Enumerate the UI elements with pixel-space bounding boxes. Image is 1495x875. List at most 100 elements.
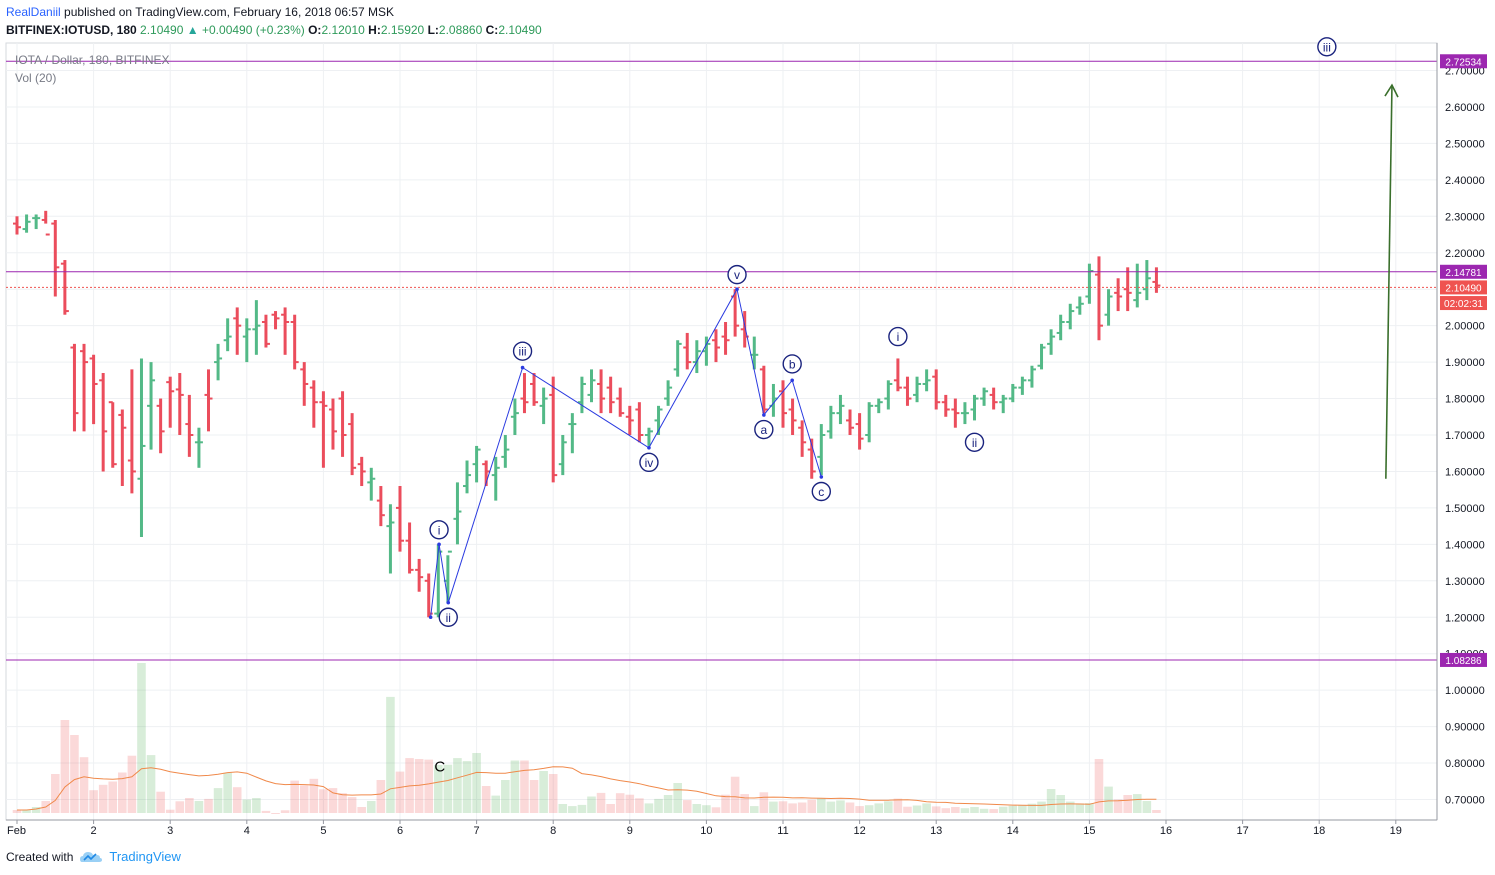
ohlc-bar	[836, 394, 845, 425]
ohlc-bar	[1008, 383, 1017, 403]
wave-node	[647, 445, 651, 450]
wave-label-circle	[438, 607, 458, 627]
ohlc-bar	[520, 373, 529, 414]
y-tick-label: 1.00000	[1445, 685, 1485, 697]
ohlc-bar	[137, 358, 146, 538]
volume-bar	[79, 757, 89, 813]
publish-info: published on TradingView.com, February 1…	[64, 5, 395, 19]
high-value: 2.15920	[380, 23, 425, 37]
ohlc-bar	[951, 398, 960, 428]
ohlc-bar	[913, 376, 922, 403]
volume-bar	[577, 804, 587, 813]
volume-bar	[596, 792, 606, 813]
wave-label-circle	[512, 341, 533, 361]
ohlc-bar	[108, 401, 117, 468]
price-badge	[1440, 264, 1487, 279]
volume-bar	[1094, 759, 1104, 813]
wave-label: iii	[512, 341, 533, 361]
ohlc-bar	[357, 456, 366, 487]
ohlc-bar	[13, 216, 21, 235]
wave-label: ii	[438, 607, 458, 627]
wave-node	[790, 378, 794, 383]
grid	[5, 42, 1438, 821]
volume-bar	[941, 808, 951, 813]
volume-bar	[606, 804, 615, 813]
wave-label-circle	[888, 326, 908, 347]
ohlc-bar	[664, 380, 673, 406]
y-tick-label: 1.40000	[1445, 539, 1485, 551]
volume-bar	[807, 799, 817, 813]
ohlc-bar	[941, 394, 950, 417]
wave-node	[428, 615, 433, 620]
volume-ma-line	[17, 766, 1157, 811]
volume-bar	[232, 787, 242, 813]
ohlc-bar	[386, 504, 395, 574]
ohlc-bar	[999, 394, 1008, 414]
ohlc-bar	[51, 219, 60, 297]
y-tick-label: 0.70000	[1445, 795, 1485, 807]
volume-bar	[414, 759, 424, 813]
price-badge-label: 2.14781	[1445, 268, 1482, 279]
volume-bar	[443, 764, 453, 813]
ohlc-bar	[1123, 267, 1132, 312]
ohlc-bar	[587, 369, 596, 403]
volume-bar	[1046, 789, 1056, 813]
volume-bar	[548, 774, 558, 813]
volume-bar	[1065, 801, 1075, 813]
symbol-info: BITFINEX:IOTUSD, 180 2.10490 ▲ +0.00490 …	[6, 22, 542, 38]
volume-bar	[146, 755, 156, 813]
wave-label-text: i	[897, 330, 900, 344]
ohlc-bar	[22, 214, 31, 233]
volume-bar	[242, 799, 252, 813]
price-badge-label: 1.08286	[1445, 656, 1482, 667]
ohlc-bar	[32, 214, 41, 230]
open-label: O:	[308, 23, 322, 37]
x-tick-label: 18	[1313, 825, 1325, 837]
ohlc-bar	[80, 343, 89, 432]
volume-bar	[855, 806, 864, 813]
ohlc-bar	[156, 398, 165, 454]
ohlc-bar	[252, 300, 261, 355]
price-badge	[1440, 652, 1487, 667]
ohlc-bar	[673, 340, 682, 377]
ohlc-bar	[826, 405, 835, 439]
volume-bar	[51, 774, 60, 813]
horizontal-lines[interactable]	[6, 60, 1437, 661]
volume-bar	[338, 793, 347, 813]
ohlc-bar	[865, 402, 874, 443]
tradingview-brand[interactable]: TradingView	[109, 849, 181, 864]
volume-bar	[31, 807, 41, 813]
ohlc-bar	[242, 318, 251, 363]
ohlc-bar	[60, 260, 69, 315]
ohlc-bar	[290, 314, 299, 370]
ohlc-bar	[338, 391, 347, 457]
volume-bar	[118, 772, 127, 813]
ohlc-bar	[855, 413, 864, 450]
ohlc-bar	[970, 394, 979, 421]
ohlc-bar	[549, 376, 558, 483]
volume-bar	[271, 813, 280, 814]
ohlc-bar	[328, 398, 337, 450]
ohlc-bar	[980, 387, 989, 406]
author-link[interactable]: RealDaniil	[6, 5, 61, 19]
volume-bar	[711, 807, 721, 813]
wave-label-circle	[429, 520, 449, 540]
low-label: L:	[427, 23, 439, 37]
volume-bar	[491, 795, 501, 813]
ohlc-bar	[597, 369, 606, 414]
tradingview-cloud-icon	[80, 852, 103, 862]
ohlc-bar	[702, 336, 711, 366]
volume-bar	[1018, 805, 1027, 813]
volume-bar	[328, 788, 338, 813]
volume-bar	[864, 805, 874, 813]
x-tick-label: 19	[1390, 825, 1402, 837]
footer: Created with TradingView	[6, 849, 181, 865]
y-tick-label: 1.70000	[1445, 430, 1485, 442]
volume-bar	[874, 803, 884, 813]
volume-bar	[309, 778, 319, 813]
ohlc-bar	[300, 362, 309, 406]
volume-bar	[290, 780, 299, 813]
volume-bar	[386, 696, 395, 813]
